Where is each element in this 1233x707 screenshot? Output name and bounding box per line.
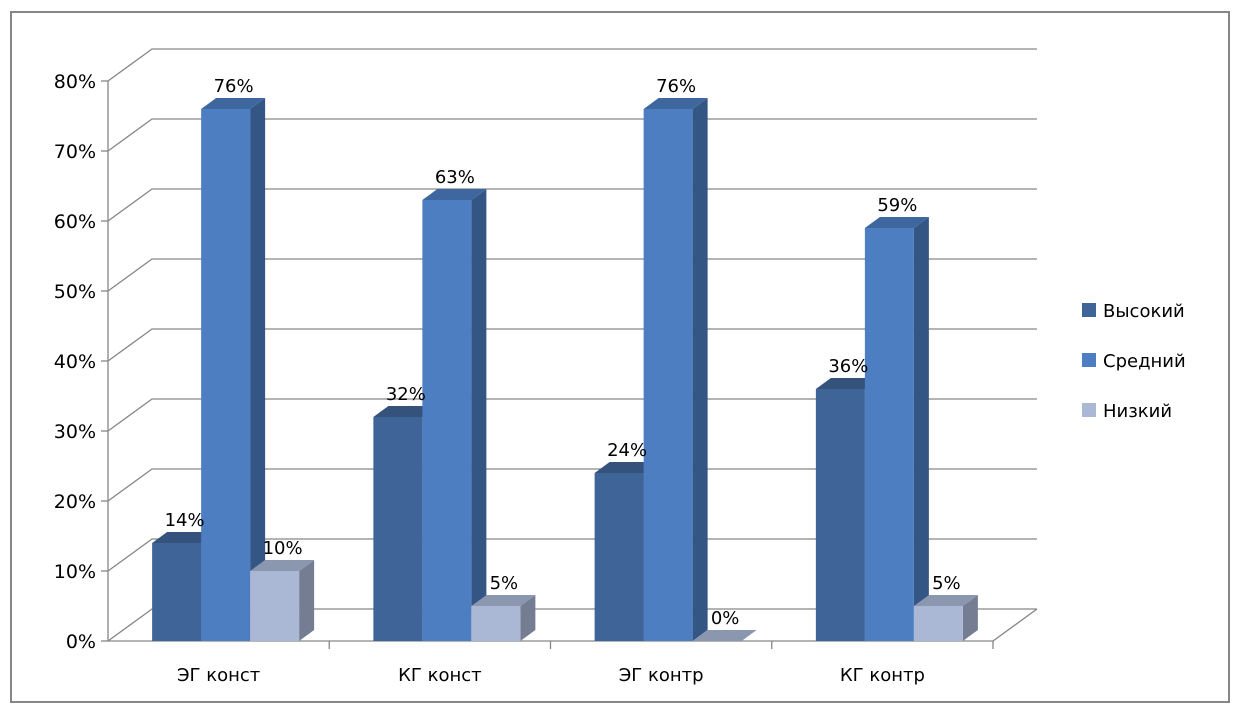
bar-front: [643, 109, 693, 641]
gridline: [107, 258, 1037, 292]
y-tick-label: 70%: [54, 141, 96, 163]
data-label: 32%: [386, 384, 426, 405]
bar-front: [471, 606, 521, 641]
legend-label: Средний: [1103, 351, 1186, 372]
bar-top: [422, 189, 487, 200]
bar-top: [864, 217, 929, 228]
data-label: 63%: [435, 167, 475, 188]
legend-label: Низкий: [1103, 401, 1172, 422]
bar-top: [643, 98, 708, 109]
bar-front: [250, 571, 300, 641]
gridline: [107, 48, 1037, 82]
data-label: 59%: [877, 195, 917, 216]
data-label: 5%: [932, 573, 961, 594]
y-tick-label: 30%: [54, 421, 96, 443]
x-category-label: КГ контр: [840, 665, 925, 686]
x-category-label: КГ конст: [398, 665, 482, 686]
bar-front: [864, 228, 914, 641]
bar-top: [594, 462, 659, 473]
axes: 0% 10% 20% 30% 40% 50% 60% 70% 80% ЭГ конст КГ кон…: [54, 71, 994, 686]
legend-item: Низкий: [1082, 401, 1172, 422]
bar-top: [692, 630, 757, 641]
data-label: 36%: [828, 356, 868, 377]
legend-item: Средний: [1082, 351, 1186, 372]
bars: [152, 98, 978, 641]
bar-front: [913, 606, 963, 641]
bar: [250, 560, 315, 641]
legend-swatch: [1082, 403, 1096, 417]
bar-side: [250, 98, 266, 641]
data-labels: 14% 76% 10% 32% 63% 5% 24% 76% 0% 36% 59% 5%: [165, 76, 961, 629]
bar: [864, 217, 929, 641]
data-label: 5%: [490, 573, 519, 594]
bar: [201, 98, 266, 641]
bar-top: [201, 98, 266, 109]
legend-swatch: [1082, 353, 1096, 367]
gridline: [107, 398, 1037, 432]
bar-top: [471, 595, 536, 606]
gridline: [107, 608, 1037, 642]
legend-swatch: [1082, 303, 1096, 317]
y-tick-label: 40%: [54, 351, 96, 373]
bar-side: [692, 98, 708, 641]
bar-front: [152, 543, 202, 641]
bar-front: [422, 200, 472, 641]
bar-top: [913, 595, 978, 606]
bar-side: [520, 595, 536, 641]
y-tick-label: 50%: [54, 281, 96, 303]
gridline: [107, 328, 1037, 362]
bar: [422, 189, 487, 641]
bar-side: [962, 595, 978, 641]
data-label: 14%: [165, 510, 205, 531]
legend-item: Высокий: [1082, 301, 1185, 322]
gridline: [107, 118, 1037, 152]
gridline: [107, 468, 1037, 502]
gridline: [107, 188, 1037, 222]
gridline: [107, 538, 1037, 572]
bar-side: [471, 189, 487, 641]
legend: Высокий Средний Низкий: [1082, 301, 1186, 422]
bar-side: [913, 217, 929, 641]
data-label: 10%: [263, 538, 303, 559]
bar-front: [201, 109, 251, 641]
y-tick-label: 60%: [54, 211, 96, 233]
y-tick-label: 20%: [54, 491, 96, 513]
x-category-label: ЭГ конст: [177, 665, 260, 686]
bar-top: [373, 406, 438, 417]
bar: [692, 630, 757, 641]
y-tick-label: 10%: [54, 561, 96, 583]
data-label: 76%: [214, 76, 254, 97]
bar-front: [815, 389, 865, 641]
y-tick-label: 0%: [66, 631, 96, 653]
bar: [913, 595, 978, 641]
bar: [643, 98, 708, 641]
legend-label: Высокий: [1103, 301, 1185, 322]
data-label: 76%: [656, 76, 696, 97]
bar-side: [299, 560, 315, 641]
bar-front: [594, 473, 644, 641]
bar-front: [373, 417, 423, 641]
data-label: 0%: [711, 608, 740, 629]
bar-top: [815, 378, 880, 389]
data-label: 24%: [607, 440, 647, 461]
y-tick-label: 80%: [54, 71, 96, 93]
x-category-label: ЭГ контр: [619, 665, 704, 686]
bar-top: [152, 532, 217, 543]
bar: [471, 595, 536, 641]
bar-top: [250, 560, 315, 571]
